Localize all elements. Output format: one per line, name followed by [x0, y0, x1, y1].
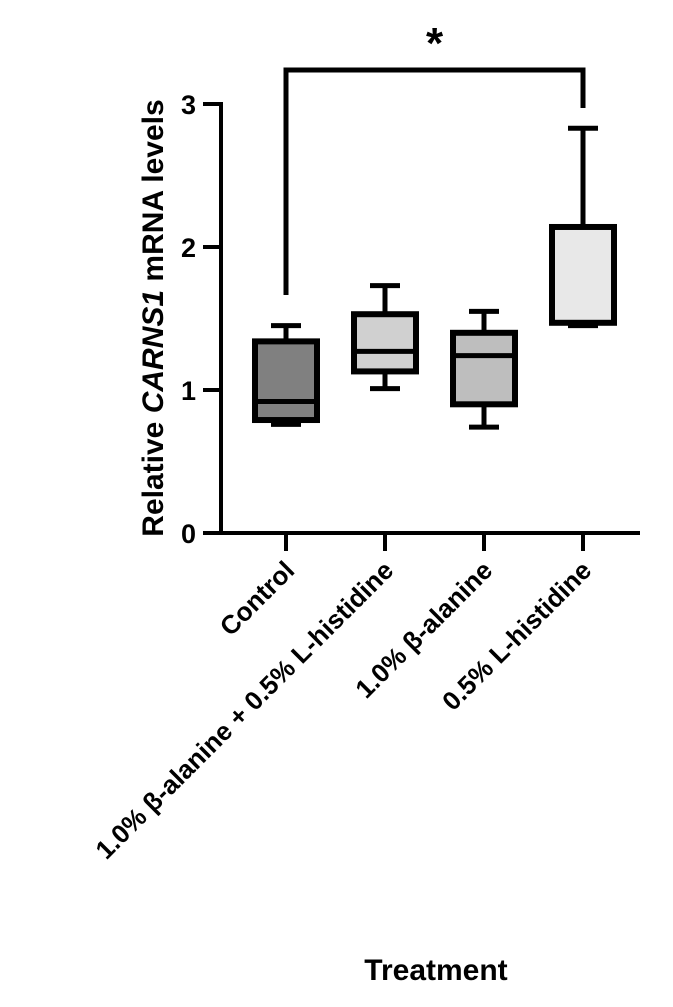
box-1 — [252, 323, 320, 427]
y-axis-title-suffix: mRNA levels — [137, 99, 170, 290]
y-axis-title-gene: CARNS1 — [137, 290, 170, 413]
box-4 — [549, 125, 617, 329]
significance-bracket: * — [283, 19, 586, 295]
x-axis-title: Treatment — [364, 954, 507, 987]
y-tick-label: 2 — [181, 233, 196, 263]
y-axis-title-prefix: Relative — [137, 413, 170, 536]
iqr-box — [351, 311, 419, 375]
y-axis: 0 1 2 3 — [181, 90, 223, 549]
bracket-line — [283, 67, 586, 295]
box-2 — [351, 283, 419, 392]
significance-asterisk: * — [426, 19, 444, 68]
y-tick-label: 0 — [181, 519, 196, 549]
iqr-box — [252, 338, 320, 424]
iqr-box — [450, 329, 518, 408]
y-axis-title: Relative CARNS1 mRNA levels — [137, 99, 170, 536]
iqr-box — [549, 223, 617, 326]
y-tick-label: 3 — [181, 90, 196, 120]
x-tick-label: Control — [214, 555, 301, 642]
boxes — [252, 125, 617, 430]
y-tick-label: 1 — [181, 376, 196, 406]
y-ticks: 0 1 2 3 — [181, 90, 221, 549]
box-3 — [450, 308, 518, 430]
